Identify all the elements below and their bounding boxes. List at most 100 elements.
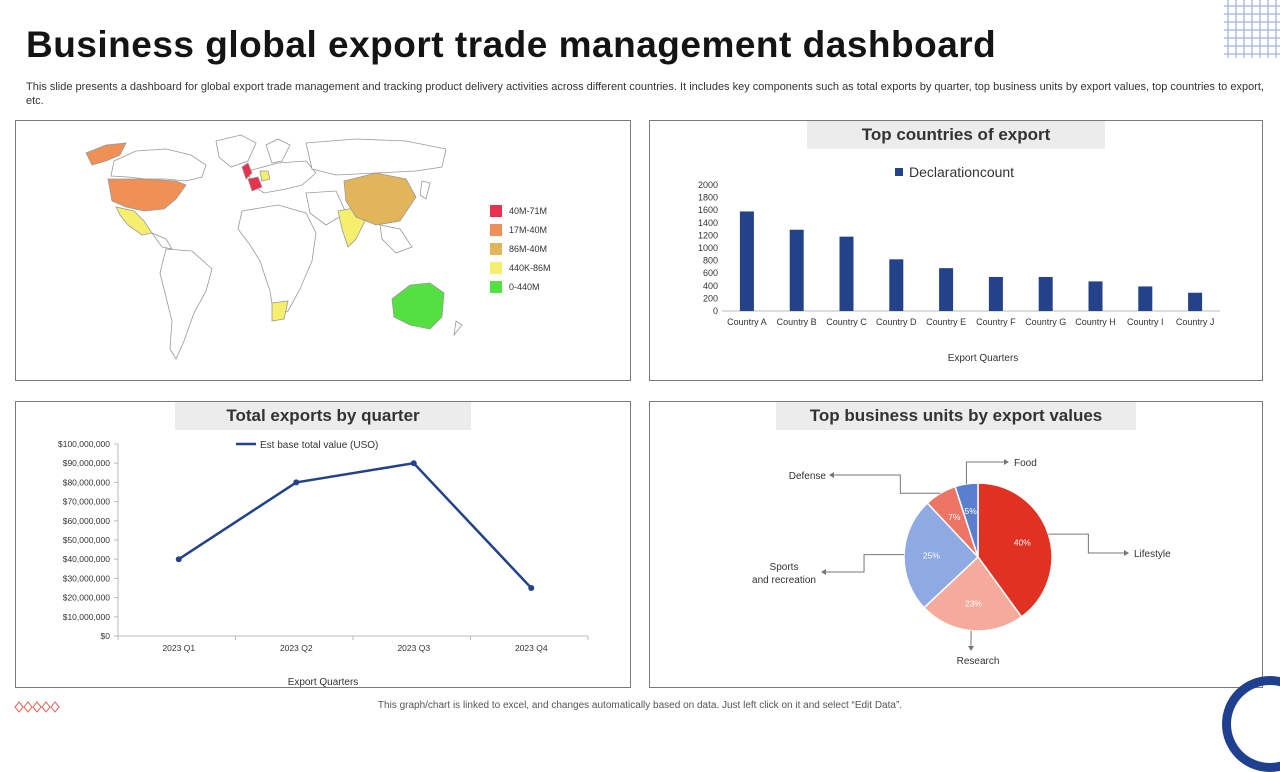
pie-slice-label: 7% (948, 512, 961, 522)
map-russia (305, 138, 447, 176)
pie-slice-research[interactable] (922, 555, 1023, 632)
map-france (247, 176, 263, 192)
y-tick-label: 1000 (698, 243, 718, 253)
y-tick-label: 1800 (698, 193, 718, 203)
map-panel: 40M-71M 17M-40M 86M-40M 440K-86M 0-440M (15, 120, 631, 381)
pie-category-label: Lifestyle (1134, 549, 1171, 560)
bar-country-d[interactable] (889, 259, 904, 311)
units-panel-title: Top business units by export values (776, 402, 1136, 430)
pie-category-label: Food (1014, 458, 1037, 469)
pie-category-label: Defense (789, 471, 827, 482)
pie-slice-sports[interactable] (903, 501, 980, 609)
x-tick-label: Country G (1025, 317, 1066, 327)
quarter-xlabel: Export Quarters (288, 677, 359, 687)
line-point[interactable] (528, 585, 535, 591)
map-africa (237, 204, 317, 318)
legend-swatch (490, 224, 502, 236)
map-usa (107, 178, 187, 212)
x-tick-label: 2023 Q3 (397, 643, 430, 653)
pie-leader-arrow (1004, 459, 1009, 465)
x-tick-label: Country C (826, 317, 867, 327)
x-tick-label: Country B (777, 317, 817, 327)
quarter-legend-label: Est base total value (USO) (260, 440, 378, 451)
map-mexico (115, 206, 153, 236)
map-germany (259, 170, 271, 182)
bar-country-a[interactable] (739, 211, 754, 311)
y-tick-label: 400 (703, 281, 718, 291)
y-tick-label: 1600 (698, 205, 718, 215)
units-pie-chart[interactable]: 40% 23% 25% 7% 5% Lifestyle Research Sports and … (650, 402, 1262, 687)
x-tick-label: 2023 Q4 (515, 643, 548, 653)
pie-leader-line (826, 554, 905, 573)
x-tick-label: 2023 Q2 (280, 643, 313, 653)
bar-country-j[interactable] (1188, 292, 1203, 311)
x-tick-label: Country E (926, 317, 966, 327)
quarter-panel: Total exports by quarter Est base total … (15, 401, 631, 688)
countries-panel: Top countries of export Declarationcount… (649, 120, 1263, 381)
y-tick-label: $90,000,000 (63, 458, 111, 468)
line-point[interactable] (175, 556, 182, 563)
pie-slice-label: 5% (965, 506, 978, 516)
bar-country-b[interactable] (789, 229, 804, 311)
legend-swatch (490, 205, 502, 217)
x-tick-label: Country J (1176, 317, 1215, 327)
x-tick-label: Country A (727, 317, 767, 327)
bar-country-h[interactable] (1088, 281, 1103, 311)
map-japan (419, 180, 431, 200)
map-south-africa (271, 300, 289, 322)
y-tick-label: $30,000,000 (63, 573, 111, 583)
series-line[interactable] (178, 461, 533, 589)
map-australia (391, 282, 445, 330)
page-subtitle: This slide presents a dashboard for glob… (26, 81, 1264, 107)
map-greenland (215, 134, 257, 168)
legend-label: 40M-71M (509, 206, 548, 216)
pie-slice-label: 23% (965, 598, 982, 608)
world-map[interactable] (16, 121, 486, 382)
map-central-america (150, 232, 173, 250)
corner-ring-decoration (1222, 676, 1280, 772)
legend-label: 0-440M (509, 282, 540, 292)
map-legend: 40M-71M 17M-40M 86M-40M 440K-86M 0-440M (488, 205, 618, 305)
y-tick-label: 1400 (698, 218, 718, 228)
pie-leader-arrow (829, 472, 834, 478)
bar-country-c[interactable] (839, 236, 854, 311)
pie-slice-lifestyle[interactable] (977, 482, 1053, 618)
legend-label: 17M-40M (509, 225, 548, 235)
x-tick-label: Country F (976, 317, 1016, 327)
pie-category-label: Research (957, 656, 1000, 667)
legend-swatch (490, 243, 502, 255)
line-point[interactable] (410, 460, 417, 467)
countries-panel-title: Top countries of export (807, 121, 1105, 149)
x-tick-label: 2023 Q1 (162, 643, 195, 653)
bar-country-i[interactable] (1138, 286, 1153, 311)
map-canada (110, 148, 207, 182)
map-alaska (85, 142, 127, 166)
x-tick-label: Country H (1075, 317, 1116, 327)
y-tick-label: $40,000,000 (63, 554, 111, 564)
bar-country-g[interactable] (1038, 276, 1053, 311)
footer-decoration (14, 701, 60, 713)
y-tick-label: $10,000,000 (63, 612, 111, 622)
y-tick-label: 800 (703, 256, 718, 266)
bar-country-e[interactable] (939, 268, 954, 311)
line-point[interactable] (293, 479, 300, 486)
map-legend-item: 40M-71M (490, 205, 547, 217)
pie-slice-food[interactable] (954, 482, 979, 558)
legend-swatch (490, 262, 502, 274)
map-legend-item: 0-440M (490, 281, 540, 293)
pie-slice-label: 25% (923, 551, 940, 561)
countries-bar-chart[interactable]: Declarationcount Export Quarters 0 200 400… (650, 121, 1262, 380)
map-scandinavia (265, 138, 291, 164)
pie-category-label: Sports and recreation (752, 562, 816, 586)
map-south-america (159, 248, 213, 360)
y-tick-label: $70,000,000 (63, 497, 111, 507)
map-new-zealand (453, 320, 463, 337)
pie-leader-line (965, 461, 1004, 484)
pie-leader-arrow (821, 569, 826, 575)
pie-slice-label: 40% (1014, 538, 1031, 548)
legend-label: 86M-40M (509, 244, 548, 254)
legend-swatch-declarationcount (895, 168, 903, 176)
pie-leader-arrow (968, 646, 975, 651)
bar-country-f[interactable] (988, 276, 1003, 311)
quarter-line-chart[interactable]: Est base total value (USO) Export Quarte… (16, 402, 630, 687)
